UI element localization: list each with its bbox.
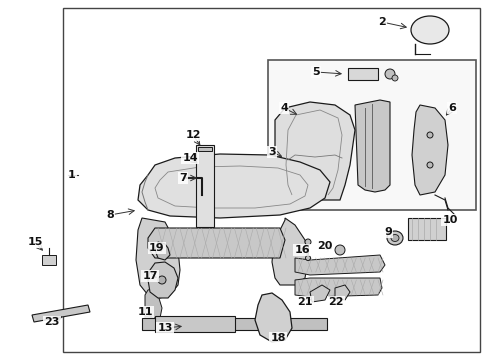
Text: 4: 4 xyxy=(280,103,287,113)
Bar xyxy=(407,218,445,240)
Ellipse shape xyxy=(334,245,345,255)
Ellipse shape xyxy=(305,239,310,245)
Ellipse shape xyxy=(386,231,402,245)
Polygon shape xyxy=(145,288,162,318)
Polygon shape xyxy=(148,228,285,258)
Text: 15: 15 xyxy=(27,237,42,247)
Text: 20: 20 xyxy=(317,241,332,251)
Bar xyxy=(196,145,214,227)
Text: 6: 6 xyxy=(447,103,455,113)
Ellipse shape xyxy=(390,234,398,242)
Bar xyxy=(267,60,475,210)
Text: 18: 18 xyxy=(270,333,285,343)
Ellipse shape xyxy=(391,75,397,81)
Text: 9: 9 xyxy=(383,227,391,237)
Text: 11: 11 xyxy=(137,307,152,317)
Ellipse shape xyxy=(426,162,432,168)
Text: 2: 2 xyxy=(377,17,385,27)
Text: 1: 1 xyxy=(68,170,76,180)
Polygon shape xyxy=(294,255,384,275)
Ellipse shape xyxy=(305,256,310,261)
Text: 5: 5 xyxy=(311,67,319,77)
Text: 12: 12 xyxy=(185,130,201,140)
Text: 17: 17 xyxy=(142,271,158,281)
Bar xyxy=(155,316,235,332)
Polygon shape xyxy=(138,154,329,218)
Polygon shape xyxy=(32,305,90,322)
Text: 7: 7 xyxy=(179,173,186,183)
Text: 22: 22 xyxy=(327,297,343,307)
Ellipse shape xyxy=(410,16,448,44)
Text: 16: 16 xyxy=(294,245,309,255)
Bar xyxy=(42,255,56,265)
Ellipse shape xyxy=(426,132,432,138)
Bar xyxy=(347,68,377,80)
Text: 14: 14 xyxy=(182,153,198,163)
Polygon shape xyxy=(274,102,354,200)
Polygon shape xyxy=(136,218,180,298)
Polygon shape xyxy=(148,262,178,298)
Text: 8: 8 xyxy=(106,210,114,220)
Polygon shape xyxy=(294,278,381,297)
Bar xyxy=(63,8,479,352)
Bar xyxy=(142,318,326,330)
Polygon shape xyxy=(411,105,447,195)
Ellipse shape xyxy=(158,276,165,284)
Text: 10: 10 xyxy=(442,215,457,225)
Polygon shape xyxy=(271,218,307,285)
Polygon shape xyxy=(309,285,329,302)
Text: 21: 21 xyxy=(297,297,312,307)
Polygon shape xyxy=(334,285,349,300)
Text: 23: 23 xyxy=(44,317,60,327)
Polygon shape xyxy=(254,293,291,342)
Ellipse shape xyxy=(384,69,394,79)
Bar xyxy=(198,147,212,151)
Text: 13: 13 xyxy=(157,323,172,333)
Text: 19: 19 xyxy=(149,243,164,253)
Text: 3: 3 xyxy=(267,147,275,157)
Polygon shape xyxy=(354,100,389,192)
Polygon shape xyxy=(155,242,170,260)
